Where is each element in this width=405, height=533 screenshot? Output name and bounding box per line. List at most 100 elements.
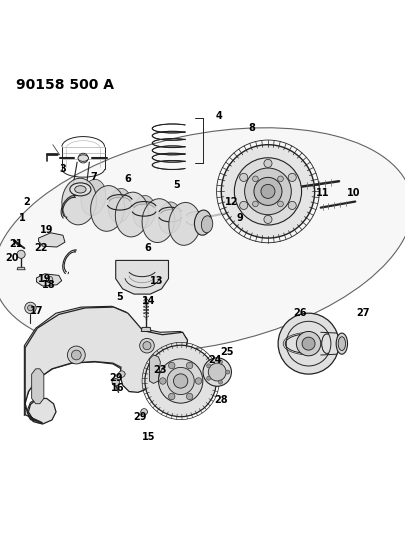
Circle shape: [239, 173, 247, 181]
Circle shape: [25, 302, 36, 313]
Ellipse shape: [168, 203, 200, 245]
Polygon shape: [25, 307, 187, 424]
Circle shape: [28, 305, 33, 311]
Ellipse shape: [70, 183, 91, 196]
Text: 10: 10: [345, 189, 359, 198]
Polygon shape: [141, 327, 151, 332]
Text: 21: 21: [9, 239, 23, 249]
Polygon shape: [36, 274, 62, 286]
Circle shape: [145, 345, 216, 417]
Circle shape: [143, 342, 151, 350]
Text: 8: 8: [248, 124, 254, 133]
Text: 4: 4: [215, 111, 222, 122]
Text: 11: 11: [315, 189, 329, 198]
Text: 13: 13: [149, 276, 163, 286]
Circle shape: [260, 184, 274, 198]
Circle shape: [141, 409, 147, 415]
Text: 90158 500 A: 90158 500 A: [16, 78, 114, 92]
Ellipse shape: [115, 192, 148, 237]
Text: 22: 22: [34, 243, 47, 253]
Text: 19: 19: [40, 225, 53, 235]
Circle shape: [167, 367, 194, 394]
Circle shape: [206, 364, 210, 368]
Circle shape: [158, 359, 202, 403]
Text: 16: 16: [111, 383, 124, 393]
Text: 27: 27: [356, 308, 369, 318]
Ellipse shape: [0, 128, 405, 352]
Ellipse shape: [132, 196, 155, 228]
Text: 19: 19: [38, 273, 51, 284]
Polygon shape: [149, 355, 160, 383]
Text: 20: 20: [5, 253, 19, 263]
Circle shape: [225, 370, 229, 374]
Text: 29: 29: [133, 411, 147, 422]
Ellipse shape: [142, 199, 174, 243]
Circle shape: [288, 173, 296, 181]
Text: 6: 6: [145, 243, 151, 253]
Ellipse shape: [108, 189, 131, 223]
Circle shape: [168, 393, 175, 400]
Text: 3: 3: [60, 164, 66, 174]
Ellipse shape: [335, 333, 347, 354]
Circle shape: [67, 346, 85, 364]
Ellipse shape: [158, 202, 181, 233]
Polygon shape: [17, 268, 25, 270]
Text: 18: 18: [42, 280, 55, 290]
Ellipse shape: [90, 185, 124, 231]
Circle shape: [296, 332, 320, 356]
Text: 26: 26: [293, 308, 307, 318]
Circle shape: [252, 201, 258, 207]
Circle shape: [202, 358, 231, 386]
Text: 7: 7: [90, 172, 96, 182]
Circle shape: [208, 363, 226, 381]
Circle shape: [239, 201, 247, 209]
Ellipse shape: [81, 180, 106, 215]
Circle shape: [288, 201, 296, 209]
Text: 29: 29: [109, 373, 122, 383]
Circle shape: [254, 177, 281, 205]
Polygon shape: [32, 369, 44, 403]
Circle shape: [221, 144, 314, 238]
Circle shape: [186, 393, 192, 400]
Circle shape: [78, 153, 88, 163]
Circle shape: [263, 215, 271, 223]
Ellipse shape: [201, 216, 212, 233]
Text: 23: 23: [153, 365, 167, 375]
Circle shape: [206, 376, 210, 380]
Polygon shape: [38, 233, 65, 247]
Text: 14: 14: [141, 296, 155, 306]
Ellipse shape: [75, 185, 86, 193]
Ellipse shape: [337, 337, 345, 351]
Text: 9: 9: [236, 213, 242, 223]
Text: 28: 28: [214, 395, 228, 406]
Circle shape: [46, 276, 53, 282]
Text: 2: 2: [23, 197, 30, 207]
Ellipse shape: [62, 178, 96, 225]
Circle shape: [263, 159, 271, 167]
Circle shape: [218, 380, 222, 384]
Circle shape: [17, 251, 25, 259]
Circle shape: [252, 176, 258, 182]
Ellipse shape: [78, 155, 88, 161]
Text: 5: 5: [173, 180, 179, 190]
Circle shape: [301, 337, 314, 350]
Circle shape: [186, 362, 192, 369]
Circle shape: [218, 360, 222, 364]
Circle shape: [277, 313, 338, 374]
Circle shape: [112, 378, 119, 386]
Text: 1: 1: [19, 213, 26, 223]
Circle shape: [277, 201, 283, 207]
Circle shape: [168, 362, 175, 369]
Circle shape: [173, 374, 188, 388]
Text: 6: 6: [124, 174, 131, 184]
Circle shape: [71, 350, 81, 360]
Text: 5: 5: [116, 292, 123, 302]
Circle shape: [234, 158, 301, 225]
Circle shape: [277, 176, 283, 182]
Circle shape: [118, 371, 125, 377]
Text: 12: 12: [224, 197, 238, 207]
Circle shape: [195, 378, 201, 384]
Text: 17: 17: [30, 306, 43, 316]
Circle shape: [139, 338, 154, 353]
Ellipse shape: [194, 210, 211, 235]
